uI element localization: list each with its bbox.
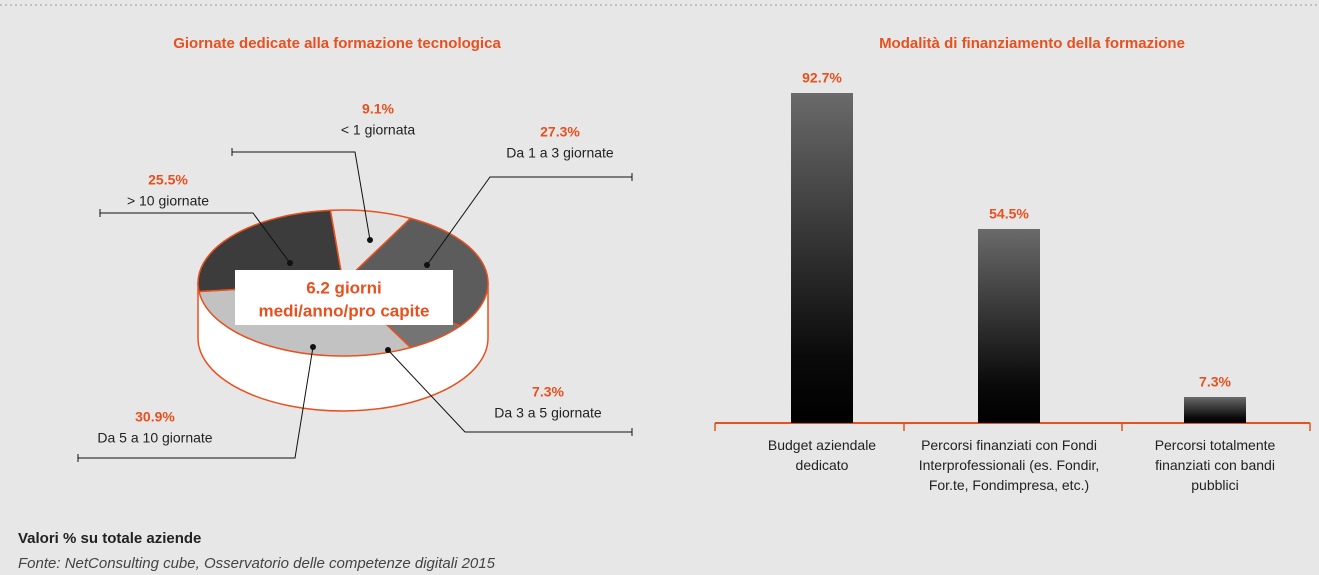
- x-tick-label: Percorsi totalmente finanziati con bandi…: [1154, 437, 1276, 493]
- bar-value: 54.5%: [989, 206, 1029, 222]
- pie-slice: [329, 209, 412, 285]
- annotation: 6.2 giorni: [306, 278, 382, 297]
- leader-line: [426, 176, 632, 266]
- leader-dot: [424, 262, 430, 268]
- annotation: medi/anno/pro capite: [259, 301, 430, 320]
- slice-label: > 10 giornate: [127, 193, 209, 209]
- annotation-box: [235, 270, 453, 325]
- leader-line: [100, 212, 291, 264]
- slice-value: 27.3%: [540, 124, 580, 140]
- x-tick-label: Percorsi finanziati con Fondi Interprofe…: [918, 437, 1100, 493]
- x-tick-label: Budget aziendale dedicato: [767, 437, 877, 473]
- slice-label: Da 5 a 10 giornate: [97, 430, 212, 446]
- slice-label: Da 3 a 5 giornate: [494, 405, 602, 421]
- bar-value: 92.7%: [802, 70, 842, 86]
- unit-note: Valori % su totale aziende: [18, 530, 202, 547]
- slice-value: 30.9%: [135, 409, 175, 425]
- source-note: Fonte: NetConsulting cube, Osservatorio …: [18, 555, 495, 572]
- bar: [791, 92, 853, 423]
- slice-value: 9.1%: [362, 101, 394, 117]
- bar-value: 7.3%: [1199, 374, 1231, 390]
- leader-line: [78, 346, 314, 459]
- slice-value: 7.3%: [532, 384, 564, 400]
- slice-value: 25.5%: [148, 172, 188, 188]
- bar-title: Modalità di finanziamento della formazio…: [879, 35, 1185, 52]
- bar: [978, 228, 1040, 423]
- slice-label: < 1 giornata: [341, 122, 416, 138]
- bar: [1184, 397, 1246, 423]
- leader-dot: [367, 237, 373, 243]
- leader-line: [232, 151, 371, 241]
- slice-label: Da 1 a 3 giornate: [506, 145, 614, 161]
- leader-line: [387, 349, 632, 433]
- pie-title: Giornate dedicate alla formazione tecnol…: [173, 35, 501, 52]
- leader-dot: [287, 260, 293, 266]
- leader-dot: [310, 344, 316, 350]
- leader-dot: [385, 347, 391, 353]
